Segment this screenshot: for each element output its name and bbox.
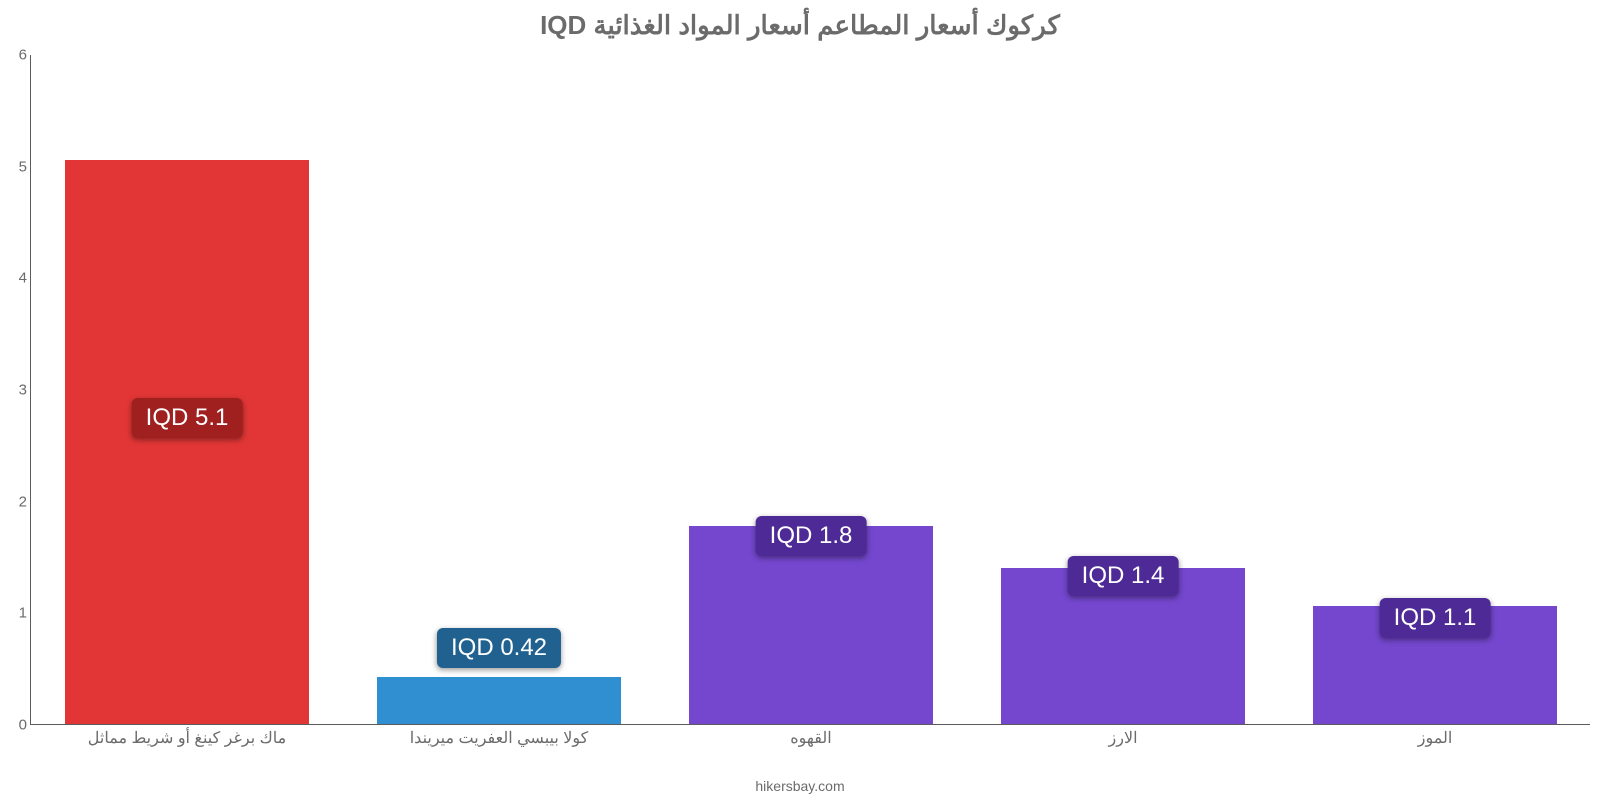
chart-title: كركوك أسعار المطاعم أسعار المواد الغذائي… [0,10,1600,41]
x-tick-label: ماك برغر كينغ أو شريط مماثل [88,728,286,748]
y-tick-label: 3 [7,382,27,399]
bar-value-label: IQD 1.8 [756,516,867,556]
chart-bar [65,160,308,724]
bar-value-label: IQD 1.1 [1380,598,1491,638]
bar-value-label: IQD 5.1 [132,398,243,438]
chart-bar [689,526,932,724]
y-tick-label: 1 [7,605,27,622]
y-tick-label: 2 [7,493,27,510]
bar-value-label: IQD 0.42 [437,628,561,668]
bar-value-label: IQD 1.4 [1068,556,1179,596]
y-tick-label: 0 [7,717,27,734]
x-tick-label: الموز [1418,728,1453,748]
x-tick-label: كولا بيبسي العفريت ميريندا [410,728,589,748]
bar-chart: كركوك أسعار المطاعم أسعار المواد الغذائي… [0,0,1600,800]
y-tick-label: 4 [7,270,27,287]
x-tick-label: الارز [1108,728,1137,748]
chart-bar [377,677,620,724]
plot-area: 0123456ماك برغر كينغ أو شريط مماثلIQD 5.… [30,55,1590,725]
attribution-text: hikersbay.com [0,778,1600,794]
y-tick-label: 6 [7,47,27,64]
x-tick-label: القهوه [790,728,831,748]
y-tick-label: 5 [7,158,27,175]
